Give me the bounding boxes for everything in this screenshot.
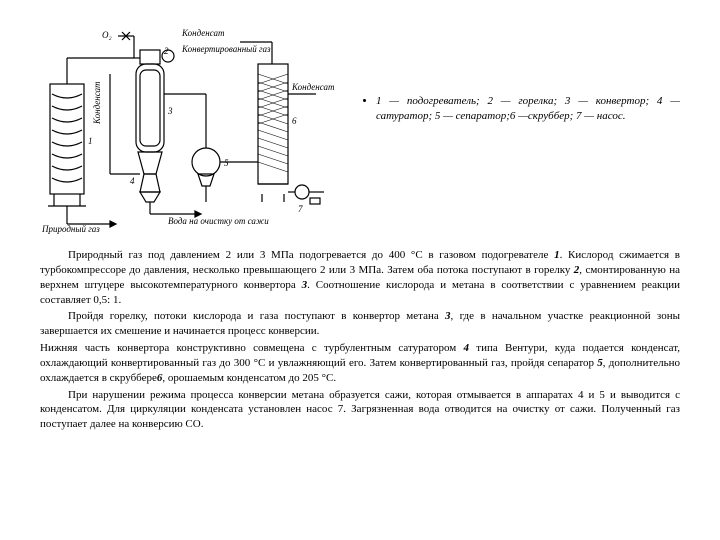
legend-text: 1 — подогреватель; 2 — горелка; 3 — конв… — [376, 94, 680, 124]
label-kondensat-vert: Конденсат — [92, 81, 102, 125]
top-row: O₂ Конденсат Конвертированный газ Конден… — [40, 24, 680, 234]
p3-a: Нижняя часть конвертора конструктивно со… — [40, 342, 464, 354]
p2-a: Пройдя горелку, потоки кислорода и газа … — [68, 310, 445, 322]
label-o2: O₂ — [102, 30, 112, 40]
label-kondensat-side: Конденсат — [291, 82, 335, 92]
p3-d: , орошаемым конденсатом до 205 °С. — [162, 372, 336, 384]
label-kondensat-top: Конденсат — [181, 28, 225, 38]
fig-num-3: 3 — [167, 106, 173, 116]
label-konv-gaz: Конвертированный газ — [181, 44, 271, 54]
process-diagram: O₂ Конденсат Конвертированный газ Конден… — [40, 24, 340, 234]
paragraph-2: Пройдя горелку, потоки кислорода и газа … — [40, 309, 680, 339]
legend-column: 1 — подогреватель; 2 — горелка; 3 — конв… — [358, 24, 680, 234]
label-prirod-gaz: Природный газ — [41, 224, 100, 234]
fig-num-1: 1 — [88, 136, 93, 146]
p1-a: Природный газ под давлением 2 или 3 МПа … — [68, 249, 554, 261]
paragraph-3: Нижняя часть конвертора конструктивно со… — [40, 341, 680, 386]
fig-num-7: 7 — [298, 204, 303, 214]
fig-num-2: 2 — [164, 46, 169, 56]
paragraph-1: Природный газ под давлением 2 или 3 МПа … — [40, 248, 680, 307]
fig-num-4: 4 — [130, 176, 135, 186]
paragraph-4: При нарушении режима процесса конверсии … — [40, 388, 680, 433]
label-voda: Вода на очистку от сажи — [168, 216, 269, 226]
fig-num-5: 5 — [224, 158, 229, 168]
fig-num-6: 6 — [292, 116, 297, 126]
